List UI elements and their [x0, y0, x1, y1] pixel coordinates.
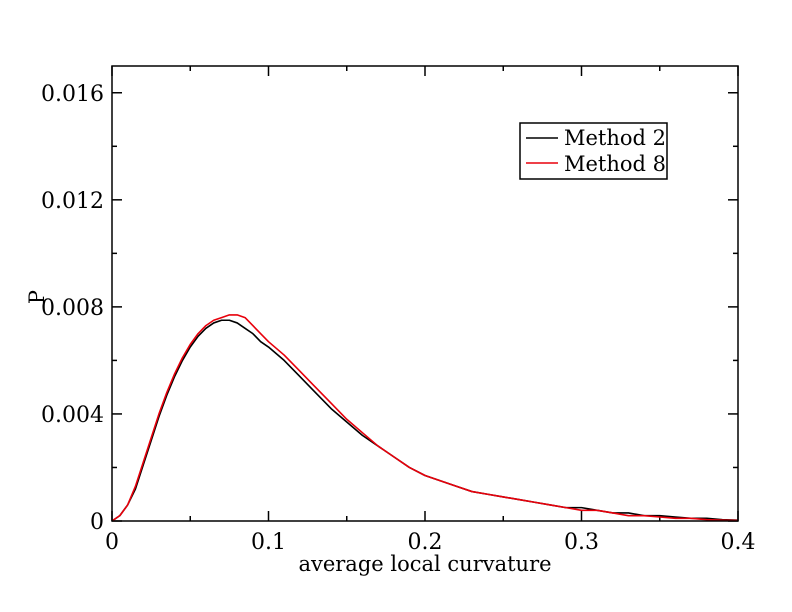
x-axis-label: average local curvature — [298, 552, 551, 576]
x-tick-label: 0.2 — [408, 530, 443, 555]
series-line-method-2 — [111, 319, 739, 522]
x-tick-label: 0 — [105, 530, 119, 555]
legend-box — [519, 122, 668, 180]
x-tick-label: 0.4 — [721, 530, 756, 555]
y-tick-label: 0.012 — [41, 189, 104, 214]
plot-frame — [111, 65, 739, 522]
y-tick-label: 0.004 — [41, 403, 104, 428]
y-tick-label: 0 — [90, 510, 104, 535]
legend: Method 2 Method 8 — [519, 122, 668, 180]
x-tick-label: 0.1 — [251, 530, 286, 555]
y-tick-label: 0.016 — [41, 82, 104, 107]
tick-labels: 0 0.1 0.2 0.3 0.4 0 0.004 0.008 0.012 0.016 — [41, 82, 755, 555]
legend-label-method-8: Method 8 — [564, 152, 666, 176]
legend-label-method-2: Method 2 — [564, 126, 666, 150]
series-line-method-8 — [111, 314, 739, 522]
y-axis-label: P — [25, 290, 49, 304]
x-tick-label: 0.3 — [564, 530, 599, 555]
y-tick-label: 0.008 — [41, 296, 104, 321]
series-lines — [111, 314, 739, 522]
